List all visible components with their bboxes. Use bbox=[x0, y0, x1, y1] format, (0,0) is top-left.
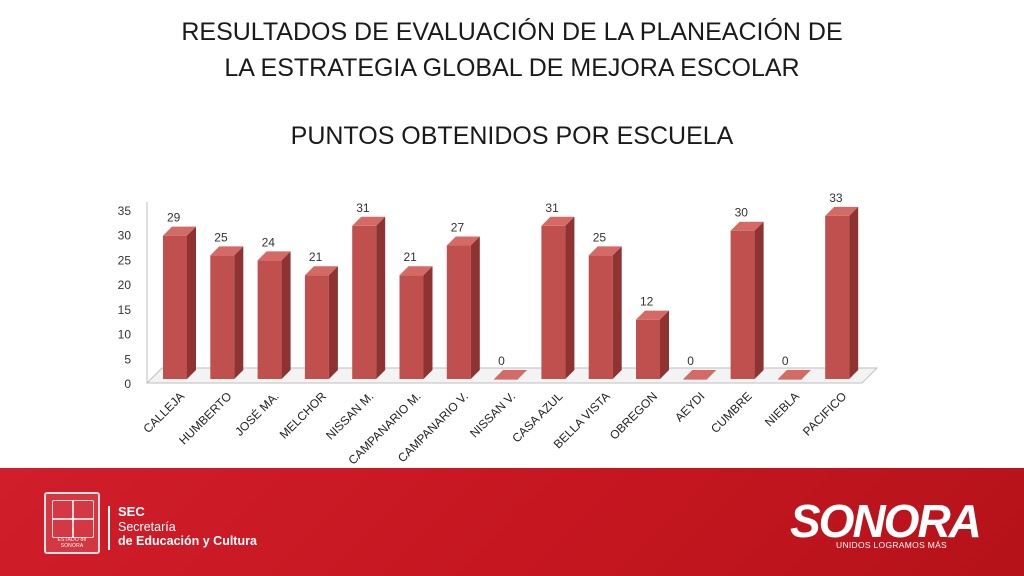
y-tick-label: 0 bbox=[124, 377, 131, 391]
bar-top bbox=[446, 236, 480, 246]
bar-top bbox=[304, 266, 338, 276]
title-line-2: LA ESTRATEGIA GLOBAL DE MEJORA ESCOLAR bbox=[224, 54, 800, 82]
bar bbox=[494, 379, 519, 380]
data-label: 29 bbox=[167, 211, 181, 225]
category-label: CALLEJA bbox=[140, 389, 187, 436]
bar-side bbox=[660, 310, 669, 379]
bar bbox=[304, 275, 329, 379]
sec-line-2: de Educación y Cultura bbox=[118, 534, 257, 548]
bar-side bbox=[612, 246, 622, 379]
bar-side bbox=[849, 206, 859, 379]
sonora-tagline: UNIDOS LOGRAMOS MÁS bbox=[836, 540, 948, 550]
category-label: NIEBLA bbox=[762, 389, 802, 429]
sec-logo: SEC Secretaría de Educación y Cultura bbox=[118, 504, 257, 548]
data-label: 21 bbox=[309, 250, 323, 264]
chart-title: RESULTADOS DE EVALUACIÓN DE LA PLANEACIÓ… bbox=[0, 14, 1024, 86]
category-label: MELCHOR bbox=[277, 389, 330, 442]
divider bbox=[108, 506, 110, 550]
data-label: 25 bbox=[593, 230, 607, 244]
bar bbox=[399, 275, 424, 379]
bar-side bbox=[281, 251, 291, 379]
data-label: 31 bbox=[545, 201, 559, 215]
bar-side bbox=[565, 216, 575, 379]
bar bbox=[163, 235, 187, 379]
chart-subtitle: PUNTOS OBTENIDOS POR ESCUELA bbox=[290, 122, 734, 150]
bar bbox=[352, 225, 377, 379]
bar-top bbox=[257, 251, 291, 261]
data-label: 25 bbox=[214, 230, 228, 244]
sonora-logo: SONORA bbox=[790, 495, 982, 547]
category-label: NISSAN V. bbox=[467, 389, 518, 440]
bar-side bbox=[470, 236, 480, 379]
bar bbox=[541, 225, 566, 379]
bar-top bbox=[636, 310, 669, 320]
bar bbox=[636, 319, 660, 379]
y-tick-label: 20 bbox=[118, 278, 132, 292]
sec-abbr: SEC bbox=[118, 504, 145, 519]
data-label: 30 bbox=[735, 206, 749, 220]
y-tick-label: 10 bbox=[118, 328, 132, 342]
bars-layer bbox=[163, 206, 859, 380]
bar bbox=[730, 230, 755, 379]
bar bbox=[210, 255, 235, 379]
bar-top bbox=[730, 221, 764, 231]
bar bbox=[825, 215, 850, 379]
bar-side bbox=[423, 266, 433, 379]
data-label: 31 bbox=[356, 201, 370, 215]
category-label: JOSÉ MA. bbox=[232, 389, 282, 439]
y-tick-label: 35 bbox=[118, 204, 132, 218]
bar-top bbox=[777, 370, 811, 379]
bar-top bbox=[494, 370, 528, 379]
bar-side bbox=[328, 266, 338, 379]
data-label: 0 bbox=[782, 354, 789, 368]
bar-top bbox=[210, 246, 244, 256]
bar-top bbox=[588, 246, 622, 256]
category-label: CUMBRE bbox=[708, 389, 755, 436]
data-label: 33 bbox=[829, 191, 843, 205]
bar-top bbox=[541, 216, 575, 226]
data-label: 12 bbox=[640, 295, 654, 309]
state-seal-icon: ESTADO de SONORA bbox=[44, 492, 100, 554]
y-tick-label: 25 bbox=[118, 253, 132, 267]
bar-top bbox=[399, 266, 433, 276]
bar bbox=[683, 379, 708, 380]
data-label: 24 bbox=[262, 235, 276, 249]
seal-text: ESTADO de SONORA bbox=[57, 537, 87, 549]
y-tick-label: 15 bbox=[118, 303, 132, 317]
bar-side bbox=[376, 216, 386, 379]
data-label: 0 bbox=[687, 354, 694, 368]
y-tick-label: 5 bbox=[124, 352, 131, 366]
title-line-1: RESULTADOS DE EVALUACIÓN DE LA PLANEACIÓ… bbox=[181, 18, 843, 46]
bar bbox=[588, 255, 613, 379]
sec-line-1: Secretaría bbox=[118, 520, 176, 534]
bar-side bbox=[234, 246, 244, 379]
bar-top bbox=[825, 206, 859, 216]
bar-side bbox=[187, 226, 196, 379]
data-label: 27 bbox=[451, 221, 465, 235]
bar-side bbox=[754, 221, 764, 379]
bar bbox=[257, 260, 282, 379]
bar-top bbox=[683, 370, 717, 379]
category-label: AEYDI bbox=[672, 389, 707, 424]
data-label: 21 bbox=[404, 250, 418, 264]
bar bbox=[446, 245, 471, 379]
category-label: OBREGON bbox=[607, 389, 660, 442]
data-label: 0 bbox=[498, 354, 505, 368]
category-label: PACIFICO bbox=[800, 389, 849, 438]
y-tick-label: 30 bbox=[118, 229, 132, 243]
bar-top bbox=[163, 226, 196, 236]
bar-top bbox=[352, 216, 386, 226]
bar bbox=[777, 379, 802, 380]
footer-banner: ESTADO de SONORA SEC Secretaría de Educa… bbox=[0, 468, 1024, 576]
